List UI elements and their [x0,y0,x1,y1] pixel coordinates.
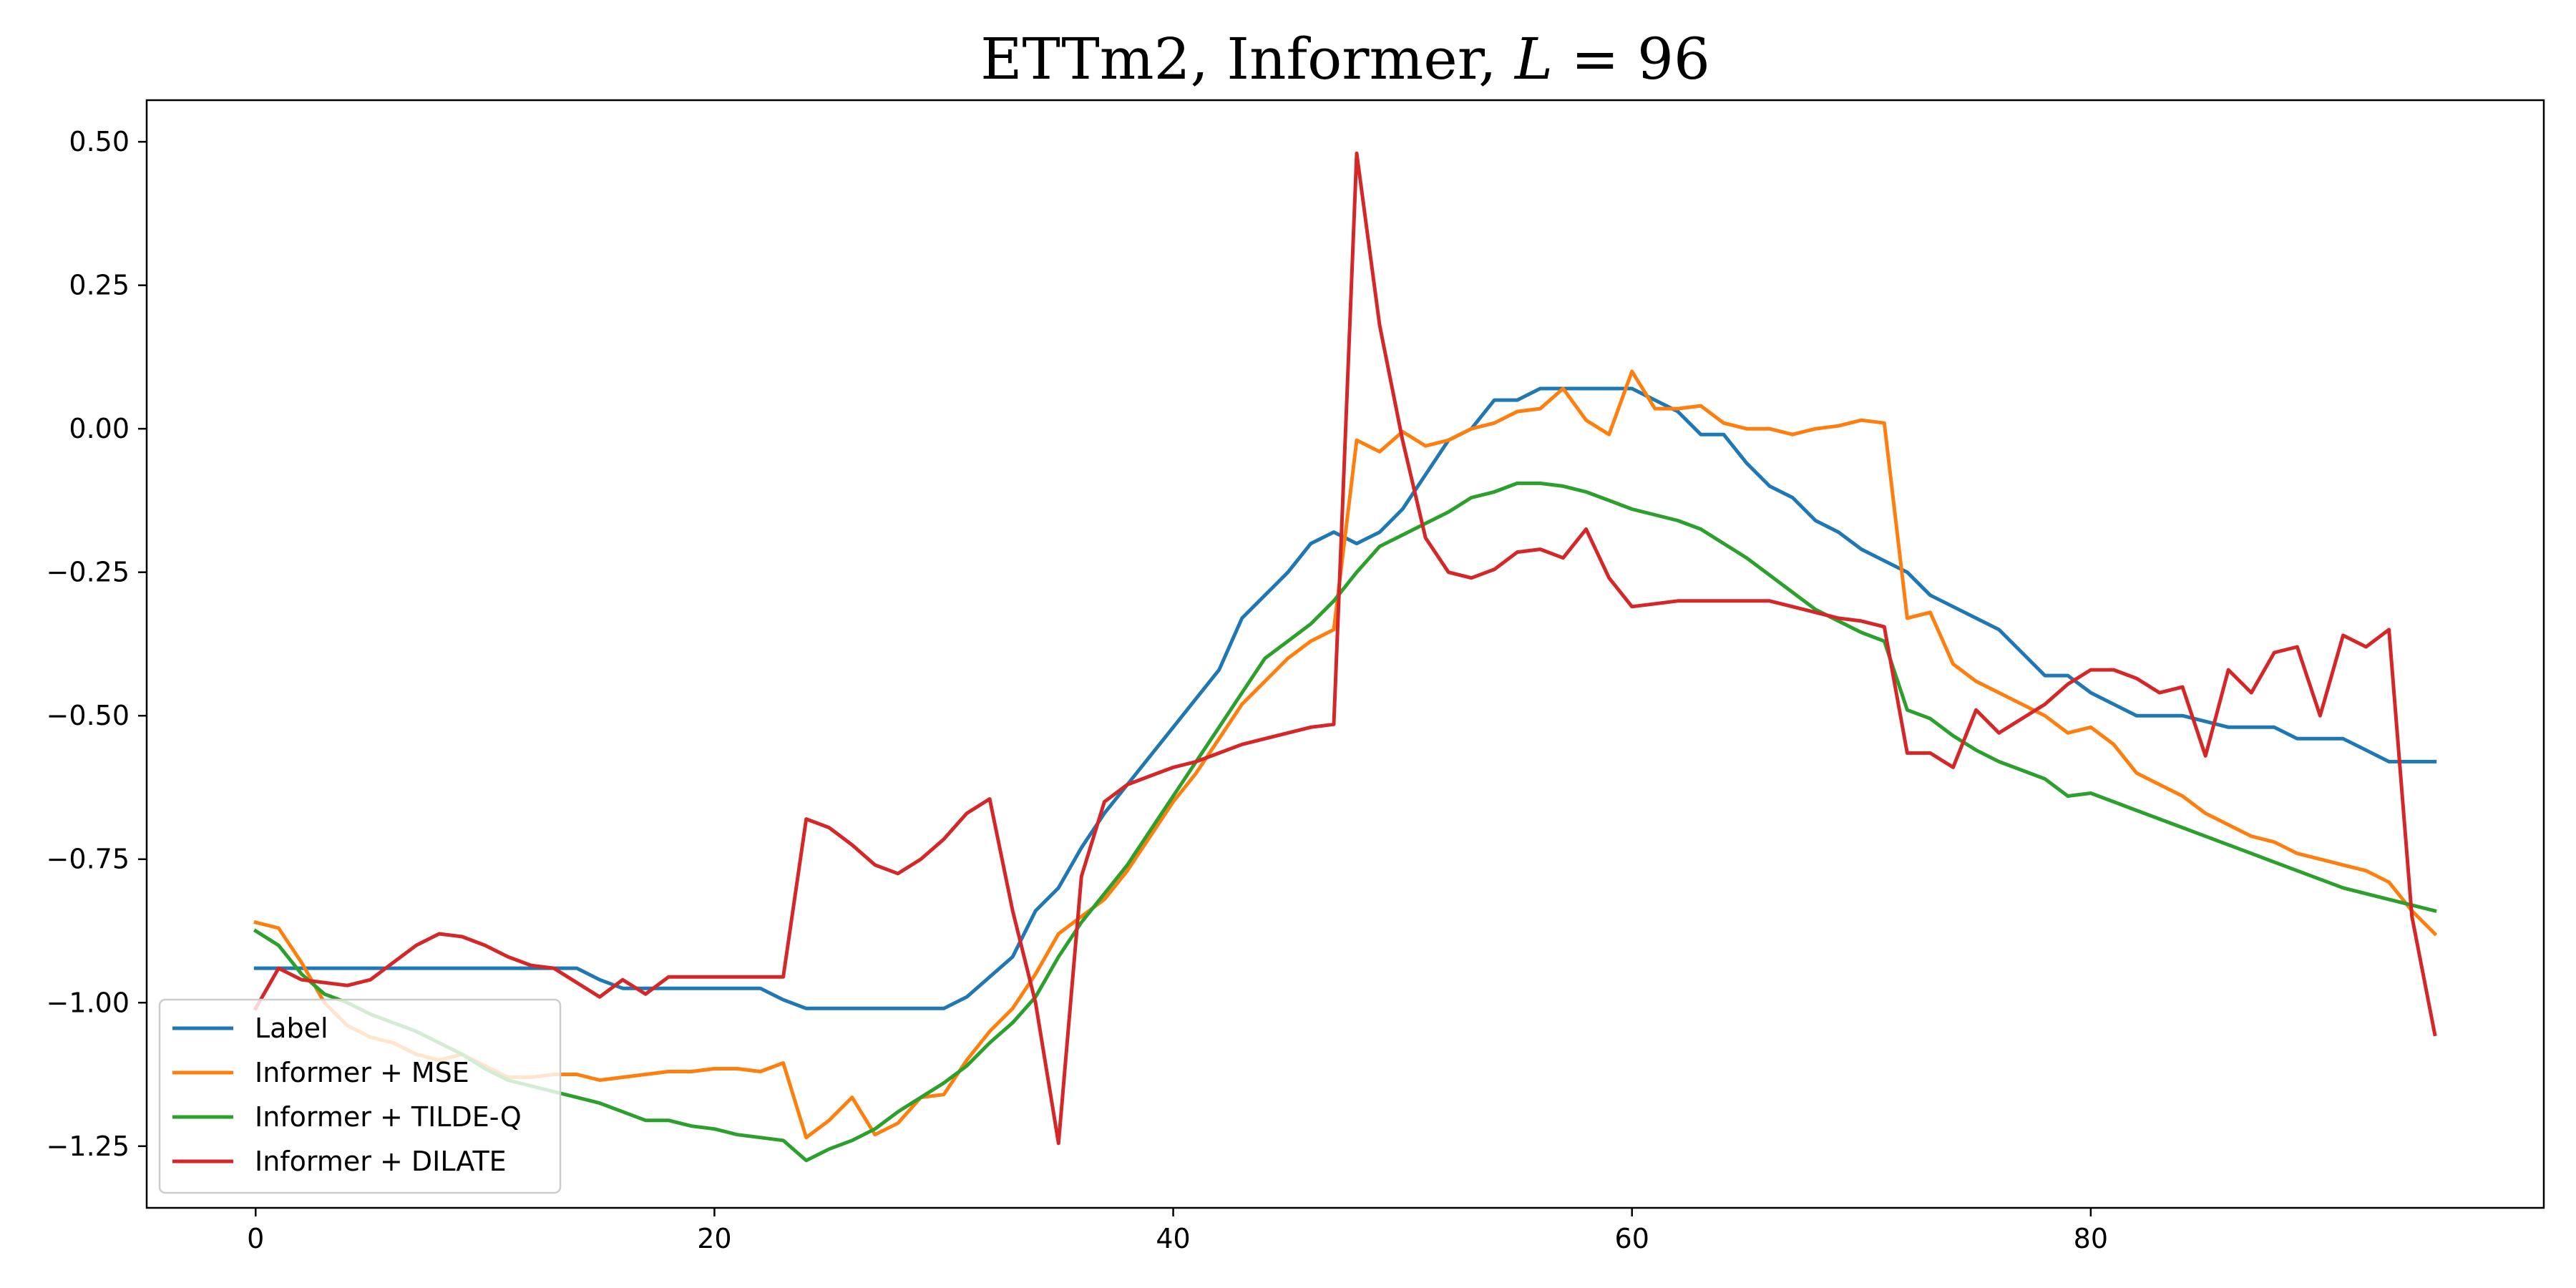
x-tick-label: 0 [247,1223,264,1254]
series-line-informer-mse [253,369,2438,1140]
chart-title-part: L [1513,26,1553,92]
y-tick-label: −0.75 [47,844,130,875]
legend-label: Informer + MSE [255,1057,469,1088]
legend-label: Informer + DILATE [255,1146,507,1177]
y-tick-label: 0.00 [69,413,130,444]
x-axis: 0 20 40 60 80 [247,1208,2108,1254]
x-tick-label: 80 [2074,1223,2108,1254]
chart-title-part: = 96 [1553,26,1710,92]
plot-area [145,99,2545,1209]
y-tick-label: −1.00 [47,987,130,1018]
legend-label: Label [255,1013,328,1044]
x-tick-label: 40 [1156,1223,1190,1254]
chart-title: ETTm2, Informer, L = 96 [980,26,1710,92]
legend-label: Informer + TILDE-Q [255,1101,522,1133]
legend-box [158,998,562,1194]
y-tick-label: 0.50 [69,126,130,157]
series-line-informer-tilde-q [253,481,2437,1163]
series-group [253,151,2438,1163]
y-tick-label: −0.25 [47,557,130,588]
x-tick-label: 60 [1615,1223,1649,1254]
y-axis: 0.50 0.25 0.00 −0.25 −0.50 −0.75 −1.00 −1.25 [47,126,147,1162]
x-tick-label: 20 [697,1223,731,1254]
chart-title-part: ETTm2, Informer, [980,26,1515,92]
series-line-informer-dilate [253,151,2437,1146]
y-tick-label: −0.50 [47,700,130,731]
plot-frame [145,99,2545,1209]
y-tick-label: 0.25 [69,270,130,301]
y-tick-label: −1.25 [47,1131,130,1162]
legend: Label Informer + MSE Informer + TILDE-Q Inf… [158,998,562,1194]
